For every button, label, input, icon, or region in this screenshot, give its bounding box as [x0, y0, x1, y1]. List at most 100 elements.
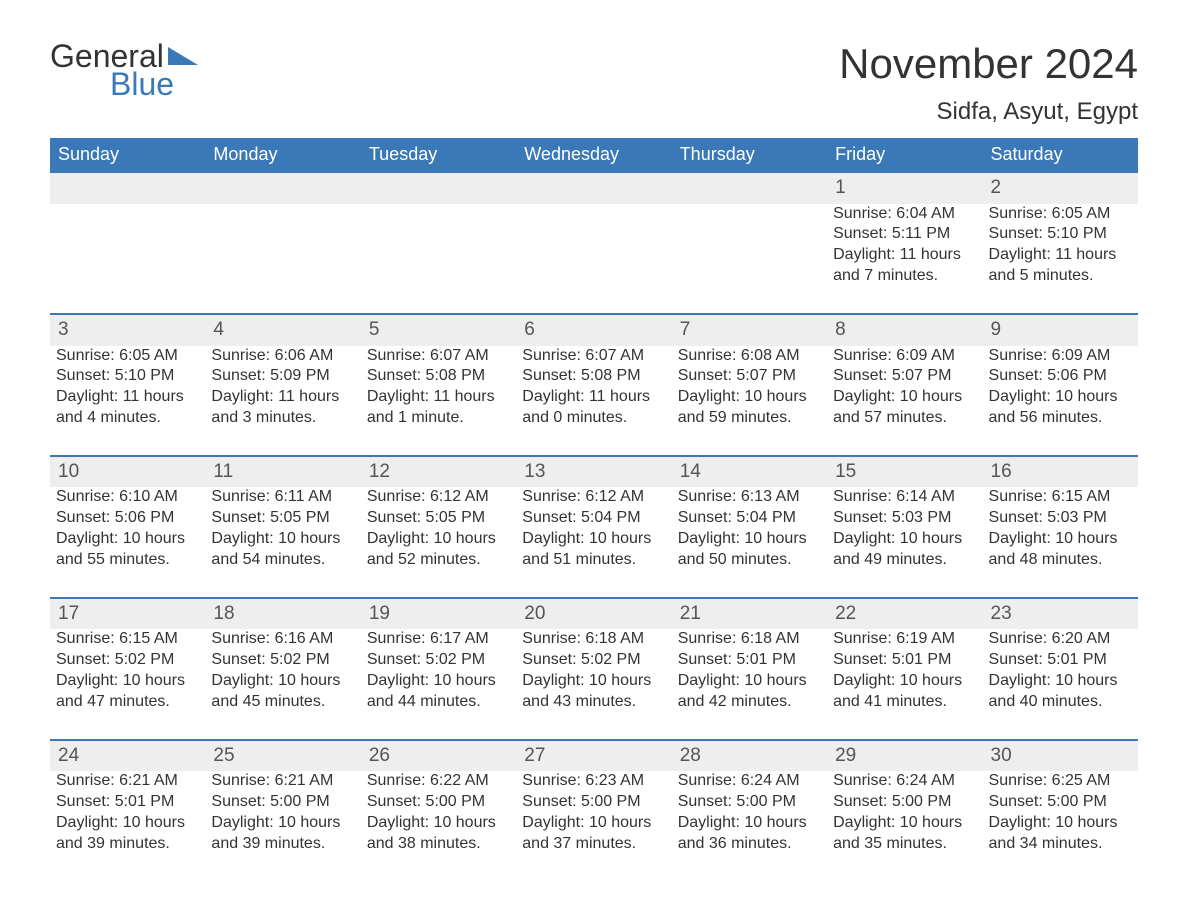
day-number-cell: 24	[50, 740, 205, 772]
day-number-cell: 8	[827, 314, 982, 346]
day-number-cell: 17	[50, 598, 205, 630]
sunrise-line: Sunrise: 6:21 AM	[211, 771, 354, 792]
sunset-line: Sunset: 5:03 PM	[989, 508, 1132, 529]
day-cell: Sunrise: 6:13 AMSunset: 5:04 PMDaylight:…	[672, 487, 827, 597]
brand-blue: Blue	[110, 68, 198, 100]
day-number-cell: 16	[983, 456, 1138, 488]
weekday-header: Monday	[205, 138, 360, 172]
day-cell: Sunrise: 6:05 AMSunset: 5:10 PMDaylight:…	[50, 346, 205, 456]
sunrise-line: Sunrise: 6:06 AM	[211, 346, 354, 367]
sunset-line: Sunset: 5:11 PM	[833, 224, 976, 245]
day-number-cell	[205, 172, 360, 204]
day-cell	[205, 204, 360, 314]
sunset-line: Sunset: 5:05 PM	[211, 508, 354, 529]
sunset-line: Sunset: 5:02 PM	[211, 650, 354, 671]
sunset-line: Sunset: 5:06 PM	[56, 508, 199, 529]
day-cell: Sunrise: 6:09 AMSunset: 5:07 PMDaylight:…	[827, 346, 982, 456]
day-number-cell: 6	[516, 314, 671, 346]
daylight-line: Daylight: 11 hours and 7 minutes.	[833, 245, 976, 287]
sunset-line: Sunset: 5:00 PM	[367, 792, 510, 813]
sunset-line: Sunset: 5:00 PM	[211, 792, 354, 813]
sunrise-line: Sunrise: 6:18 AM	[522, 629, 665, 650]
weekday-header: Sunday	[50, 138, 205, 172]
calendar-body: 12Sunrise: 6:04 AMSunset: 5:11 PMDayligh…	[50, 172, 1138, 880]
day-number-cell: 28	[672, 740, 827, 772]
day-number-cell: 14	[672, 456, 827, 488]
day-number-cell: 9	[983, 314, 1138, 346]
day-cell: Sunrise: 6:07 AMSunset: 5:08 PMDaylight:…	[516, 346, 671, 456]
day-number-cell: 11	[205, 456, 360, 488]
day-number-cell: 3	[50, 314, 205, 346]
title-block: November 2024 Sidfa, Asyut, Egypt	[839, 40, 1138, 126]
sunrise-line: Sunrise: 6:15 AM	[989, 487, 1132, 508]
daylight-line: Daylight: 10 hours and 39 minutes.	[56, 813, 199, 855]
sunset-line: Sunset: 5:10 PM	[989, 224, 1132, 245]
weekday-header: Saturday	[983, 138, 1138, 172]
week-header-row: 10111213141516	[50, 456, 1138, 488]
daylight-line: Daylight: 10 hours and 35 minutes.	[833, 813, 976, 855]
day-cell	[672, 204, 827, 314]
daylight-line: Daylight: 10 hours and 56 minutes.	[989, 387, 1132, 429]
daylight-line: Daylight: 10 hours and 40 minutes.	[989, 671, 1132, 713]
month-title: November 2024	[839, 40, 1138, 88]
sunrise-line: Sunrise: 6:23 AM	[522, 771, 665, 792]
daylight-line: Daylight: 10 hours and 45 minutes.	[211, 671, 354, 713]
daylight-line: Daylight: 11 hours and 1 minute.	[367, 387, 510, 429]
day-cell: Sunrise: 6:17 AMSunset: 5:02 PMDaylight:…	[361, 629, 516, 739]
day-cell: Sunrise: 6:24 AMSunset: 5:00 PMDaylight:…	[672, 771, 827, 880]
sunrise-line: Sunrise: 6:09 AM	[833, 346, 976, 367]
sunrise-line: Sunrise: 6:12 AM	[522, 487, 665, 508]
sunset-line: Sunset: 5:01 PM	[833, 650, 976, 671]
day-number-cell: 5	[361, 314, 516, 346]
sunset-line: Sunset: 5:07 PM	[678, 366, 821, 387]
sunset-line: Sunset: 5:02 PM	[522, 650, 665, 671]
day-number-cell: 23	[983, 598, 1138, 630]
daylight-line: Daylight: 11 hours and 0 minutes.	[522, 387, 665, 429]
sunrise-line: Sunrise: 6:11 AM	[211, 487, 354, 508]
sunrise-line: Sunrise: 6:12 AM	[367, 487, 510, 508]
week-content-row: Sunrise: 6:04 AMSunset: 5:11 PMDaylight:…	[50, 204, 1138, 314]
sunrise-line: Sunrise: 6:16 AM	[211, 629, 354, 650]
week-content-row: Sunrise: 6:05 AMSunset: 5:10 PMDaylight:…	[50, 346, 1138, 456]
calendar-page: General Blue November 2024 Sidfa, Asyut,…	[0, 0, 1188, 920]
sunrise-line: Sunrise: 6:05 AM	[989, 204, 1132, 225]
sunset-line: Sunset: 5:10 PM	[56, 366, 199, 387]
sunset-line: Sunset: 5:09 PM	[211, 366, 354, 387]
week-content-row: Sunrise: 6:10 AMSunset: 5:06 PMDaylight:…	[50, 487, 1138, 597]
sunrise-line: Sunrise: 6:24 AM	[833, 771, 976, 792]
daylight-line: Daylight: 10 hours and 57 minutes.	[833, 387, 976, 429]
sunset-line: Sunset: 5:02 PM	[367, 650, 510, 671]
day-number-cell: 27	[516, 740, 671, 772]
day-number-cell: 15	[827, 456, 982, 488]
day-number-cell: 30	[983, 740, 1138, 772]
day-number-cell: 10	[50, 456, 205, 488]
day-cell: Sunrise: 6:09 AMSunset: 5:06 PMDaylight:…	[983, 346, 1138, 456]
sunrise-line: Sunrise: 6:24 AM	[678, 771, 821, 792]
sunrise-line: Sunrise: 6:18 AM	[678, 629, 821, 650]
sunset-line: Sunset: 5:02 PM	[56, 650, 199, 671]
sunrise-line: Sunrise: 6:04 AM	[833, 204, 976, 225]
day-cell: Sunrise: 6:14 AMSunset: 5:03 PMDaylight:…	[827, 487, 982, 597]
day-number-cell	[516, 172, 671, 204]
sunset-line: Sunset: 5:08 PM	[522, 366, 665, 387]
daylight-line: Daylight: 10 hours and 51 minutes.	[522, 529, 665, 571]
day-cell: Sunrise: 6:15 AMSunset: 5:02 PMDaylight:…	[50, 629, 205, 739]
daylight-line: Daylight: 10 hours and 47 minutes.	[56, 671, 199, 713]
day-cell: Sunrise: 6:06 AMSunset: 5:09 PMDaylight:…	[205, 346, 360, 456]
day-cell: Sunrise: 6:15 AMSunset: 5:03 PMDaylight:…	[983, 487, 1138, 597]
daylight-line: Daylight: 10 hours and 39 minutes.	[211, 813, 354, 855]
day-number-cell	[50, 172, 205, 204]
daylight-line: Daylight: 10 hours and 42 minutes.	[678, 671, 821, 713]
day-number-cell: 29	[827, 740, 982, 772]
day-number-cell: 21	[672, 598, 827, 630]
daylight-line: Daylight: 10 hours and 34 minutes.	[989, 813, 1132, 855]
day-cell: Sunrise: 6:24 AMSunset: 5:00 PMDaylight:…	[827, 771, 982, 880]
location: Sidfa, Asyut, Egypt	[839, 98, 1138, 126]
day-cell	[361, 204, 516, 314]
day-cell: Sunrise: 6:08 AMSunset: 5:07 PMDaylight:…	[672, 346, 827, 456]
day-cell: Sunrise: 6:20 AMSunset: 5:01 PMDaylight:…	[983, 629, 1138, 739]
weekday-header: Wednesday	[516, 138, 671, 172]
daylight-line: Daylight: 10 hours and 48 minutes.	[989, 529, 1132, 571]
day-number-cell: 13	[516, 456, 671, 488]
day-cell	[50, 204, 205, 314]
